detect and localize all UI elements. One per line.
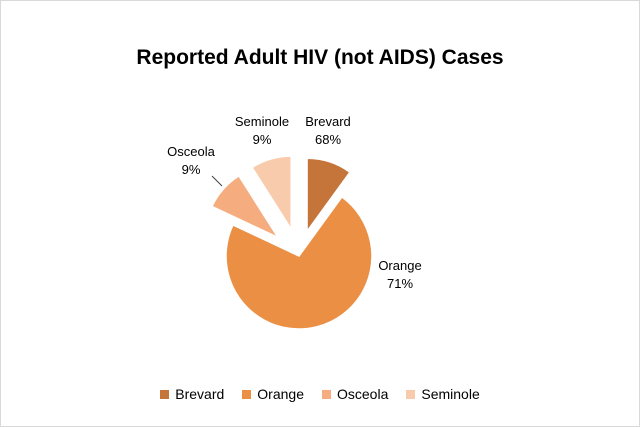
legend-label-orange: Orange: [257, 386, 304, 402]
leader-line-osceola: [211, 175, 223, 187]
data-label-name-brevard: Brevard: [305, 114, 351, 129]
pie-slice-osceola: [210, 174, 281, 240]
data-label-pct-seminole: 9%: [253, 132, 272, 147]
data-label-name-orange: Orange: [378, 258, 421, 273]
pie-slice-seminole: [251, 155, 292, 232]
legend-swatch-orange: [242, 389, 252, 399]
legend-item-seminole: Seminole: [406, 386, 480, 402]
data-label-pct-osceola: 9%: [182, 162, 201, 177]
legend-item-brevard: Brevard: [160, 386, 224, 402]
legend-swatch-osceola: [322, 389, 331, 399]
legend-swatch-brevard: [160, 389, 170, 399]
data-label-name-seminole: Seminole: [235, 114, 289, 129]
legend-swatch-seminole: [406, 389, 416, 399]
data-label-pct-brevard: 68%: [315, 132, 341, 147]
legend-label-osceola: Osceola: [337, 386, 389, 402]
data-label-pct-orange: 71%: [387, 276, 413, 291]
legend: Brevard Orange Osceola Seminole: [0, 386, 640, 402]
legend-label-brevard: Brevard: [175, 386, 225, 402]
legend-item-osceola: Osceola: [322, 386, 388, 402]
chart-title: Reported Adult HIV (not AIDS) Cases: [136, 46, 504, 69]
pie-slice-orange: [225, 195, 373, 330]
data-label-name-osceola: Osceola: [167, 144, 215, 159]
pie-slice-brevard: [306, 157, 351, 234]
legend-item-orange: Orange: [242, 386, 304, 402]
legend-label-seminole: Seminole: [421, 386, 480, 402]
